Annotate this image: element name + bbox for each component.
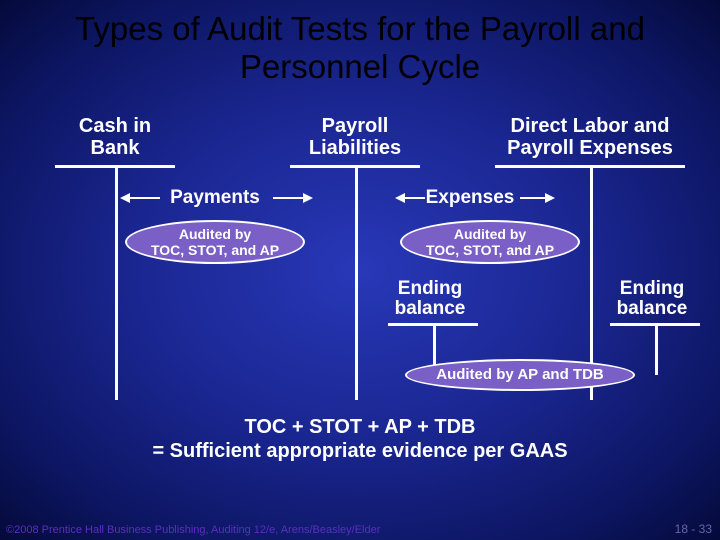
arrow-head-icon [545,193,555,203]
arrow-head-icon [120,193,130,203]
oval-audited-bottom: Audited by AP and TDB [405,359,635,391]
page-title: Types of Audit Tests for the Payroll and… [0,0,720,92]
footer-copyright: ©2008 Prentice Hall Business Publishing,… [6,524,380,536]
heading-payroll-liab: PayrollLiabilities [280,115,430,159]
arrow-line [273,197,303,199]
oval-audited-left: Audited byTOC, STOT, and AP [125,220,305,264]
flow-expenses: Expenses [410,187,530,209]
equation-text: TOC + STOT + AP + TDB= Sufficient approp… [0,415,720,463]
arrow-line [405,197,425,199]
arrow-line [520,197,545,199]
slide-number: 18 - 33 [675,522,712,536]
arrow-line [130,197,160,199]
flow-payments: Payments [155,187,275,209]
arrow-head-icon [395,193,405,203]
heading-direct-labor: Direct Labor andPayroll Expenses [475,115,705,159]
arrow-head-icon [303,193,313,203]
heading-cash-in-bank: Cash inBank [40,115,190,159]
oval-audited-right: Audited byTOC, STOT, and AP [400,220,580,264]
ending-balance-left: Endingbalance [380,279,480,319]
ending-balance-right: Endingbalance [602,279,702,319]
diagram-stage: Cash inBank PayrollLiabilities Direct La… [0,115,720,455]
